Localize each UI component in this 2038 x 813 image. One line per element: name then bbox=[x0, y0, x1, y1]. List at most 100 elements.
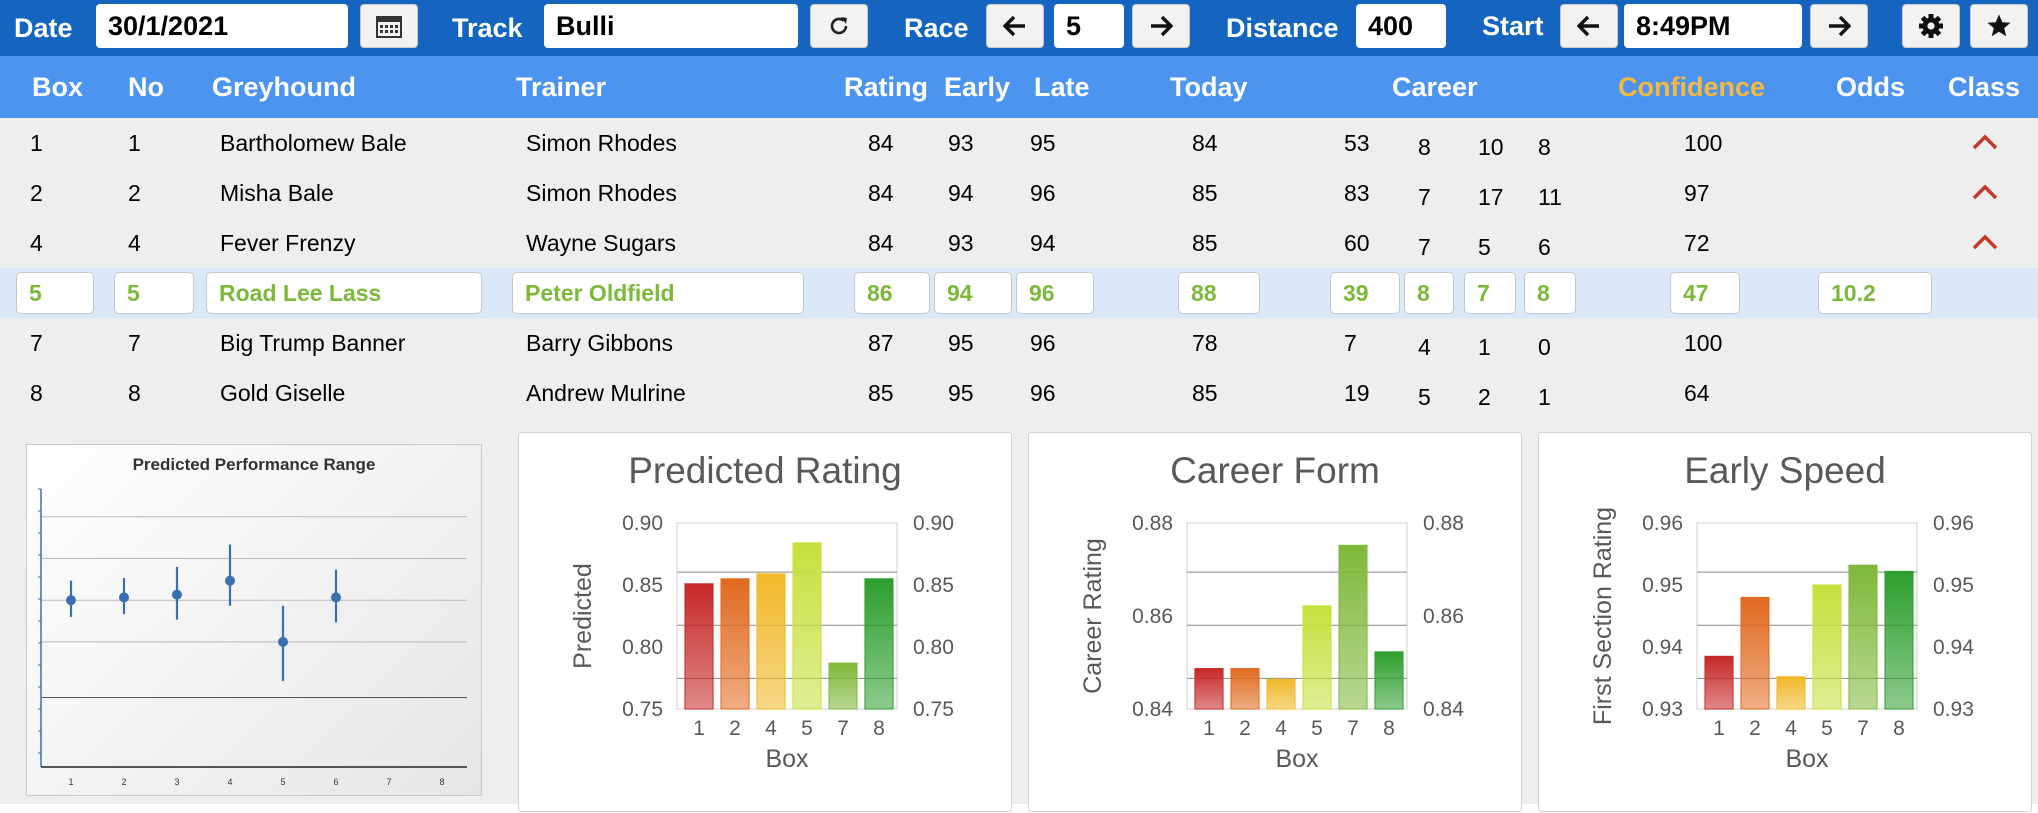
calendar-button[interactable] bbox=[360, 4, 418, 48]
y-axis-label: Career Rating bbox=[1079, 538, 1107, 694]
refresh-button[interactable] bbox=[810, 4, 868, 48]
x-tick-label: 2 bbox=[1749, 717, 1761, 740]
table-row[interactable]: 5 5 Road Lee Lass Peter Oldfield 86 94 96 88 39 8… bbox=[0, 268, 2038, 318]
col-odds[interactable]: Odds bbox=[1836, 72, 1906, 102]
bar bbox=[720, 578, 750, 710]
settings-button[interactable] bbox=[1902, 4, 1960, 48]
cell-early[interactable]: 94 bbox=[934, 272, 1012, 314]
class-up-chevron-icon[interactable] bbox=[1970, 180, 2000, 202]
cell-greyhound[interactable]: Road Lee Lass bbox=[206, 272, 482, 314]
date-field[interactable]: 30/1/2021 bbox=[96, 4, 348, 48]
col-confidence[interactable]: Confidence bbox=[1618, 72, 1766, 102]
cell-career-2: 5 bbox=[1418, 384, 1431, 410]
cell-box: 1 bbox=[30, 130, 43, 156]
start-prev-button[interactable] bbox=[1560, 4, 1618, 48]
cell-career-4: 0 bbox=[1538, 334, 1551, 360]
x-tick-label: 7 bbox=[1347, 717, 1359, 740]
cell-box: 2 bbox=[30, 180, 43, 206]
table-row[interactable]: 4 4 Fever Frenzy Wayne Sugars 84 93 94 85 60 7 5 6 7… bbox=[0, 218, 2038, 268]
col-class[interactable]: Class bbox=[1948, 72, 2021, 102]
cell-late[interactable]: 96 bbox=[1016, 272, 1094, 314]
career-form-panel: Career Form 0.88 0.88 0.86 0.86 0.84 0.84 1 2 4 5… bbox=[1028, 432, 1522, 812]
race-next-button[interactable] bbox=[1132, 4, 1190, 48]
class-up-chevron-icon[interactable] bbox=[1970, 230, 2000, 252]
predicted-rating-panel: Predicted Rating 0.90 0.90 0.85 0.85 0.80 0.8… bbox=[518, 432, 1012, 812]
cell-confidence: 100 bbox=[1684, 130, 1723, 156]
y-tick-label: 0.93 bbox=[1642, 698, 1683, 721]
race-label: Race bbox=[904, 13, 969, 43]
cell-box: 7 bbox=[30, 330, 43, 356]
col-early[interactable]: Early bbox=[944, 72, 1011, 102]
y-tick-label: 0.75 bbox=[622, 698, 663, 721]
distance-field[interactable]: 400 bbox=[1356, 4, 1446, 48]
y-tick-label-right: 0.96 bbox=[1933, 512, 1974, 535]
cell-rating: 84 bbox=[868, 180, 894, 206]
cell-no[interactable]: 5 bbox=[114, 272, 194, 314]
cell-career-4: 6 bbox=[1538, 234, 1551, 260]
bar bbox=[1776, 676, 1806, 710]
col-rating[interactable]: Rating bbox=[844, 72, 928, 102]
table-row[interactable]: 2 2 Misha Bale Simon Rhodes 84 94 96 85 83 7 17 11 9… bbox=[0, 168, 2038, 218]
data-point bbox=[66, 595, 76, 606]
cell-career-4: 8 bbox=[1538, 134, 1551, 160]
top-toolbar: Date 30/1/2021 Track Bulli Race 5 Distan… bbox=[0, 0, 2038, 56]
table-row[interactable]: 7 7 Big Trump Banner Barry Gibbons 87 95 96 78 7… bbox=[0, 318, 2038, 368]
plot-area bbox=[1186, 522, 1408, 710]
charts-area: Predicted Performance Range 1 2 3 4 5 6 7 8 Pre… bbox=[0, 418, 2038, 812]
plot-area bbox=[1696, 522, 1918, 710]
table-row[interactable]: 1 1 Bartholomew Bale Simon Rhodes 84 93 95 84 53… bbox=[0, 118, 2038, 168]
race-field[interactable]: 5 bbox=[1054, 4, 1124, 48]
bar bbox=[1194, 668, 1224, 710]
bar bbox=[684, 583, 714, 710]
cell-career-1[interactable]: 39 bbox=[1330, 272, 1400, 314]
cell-odds[interactable]: 10.2 bbox=[1818, 272, 1932, 314]
track-field[interactable]: Bulli bbox=[544, 4, 798, 48]
col-box[interactable]: Box bbox=[32, 72, 84, 102]
cell-career-4[interactable]: 8 bbox=[1524, 272, 1576, 314]
data-point bbox=[119, 592, 129, 603]
data-point bbox=[331, 592, 341, 603]
y-tick-label-right: 0.80 bbox=[913, 636, 954, 659]
cell-trainer: Simon Rhodes bbox=[526, 180, 677, 206]
cell-trainer: Simon Rhodes bbox=[526, 130, 677, 156]
cell-late: 96 bbox=[1030, 380, 1056, 406]
x-tick-label: 5 bbox=[280, 777, 285, 787]
class-up-chevron-icon[interactable] bbox=[1970, 130, 2000, 152]
cell-career-2[interactable]: 8 bbox=[1404, 272, 1454, 314]
y-tick-label-right: 0.93 bbox=[1933, 698, 1974, 721]
col-trainer[interactable]: Trainer bbox=[516, 72, 607, 102]
race-prev-button[interactable] bbox=[986, 4, 1044, 48]
col-today[interactable]: Today bbox=[1170, 72, 1248, 102]
cell-no: 4 bbox=[128, 230, 141, 256]
gear-icon bbox=[1918, 13, 1944, 39]
table-row[interactable]: 8 8 Gold Giselle Andrew Mulrine 85 95 96 85 19 5 2… bbox=[0, 368, 2038, 418]
x-tick-label: 4 bbox=[227, 777, 232, 787]
cell-box[interactable]: 5 bbox=[16, 272, 94, 314]
start-next-button[interactable] bbox=[1810, 4, 1868, 48]
arrow-left-icon bbox=[1577, 15, 1601, 37]
y-tick-label-right: 0.84 bbox=[1423, 698, 1464, 721]
cell-no: 7 bbox=[128, 330, 141, 356]
x-axis-label: Box bbox=[1785, 745, 1829, 773]
x-axis-label: Box bbox=[765, 745, 809, 773]
cell-career-3[interactable]: 7 bbox=[1464, 272, 1516, 314]
cell-today[interactable]: 88 bbox=[1178, 272, 1260, 314]
cell-career-1: 83 bbox=[1344, 180, 1370, 206]
cell-late: 95 bbox=[1030, 130, 1056, 156]
cell-career-3: 1 bbox=[1478, 334, 1491, 360]
cell-today: 85 bbox=[1192, 180, 1218, 206]
col-late[interactable]: Late bbox=[1034, 72, 1090, 102]
cell-confidence[interactable]: 47 bbox=[1670, 272, 1740, 314]
cell-career-4: 11 bbox=[1538, 184, 1562, 210]
cell-rating[interactable]: 86 bbox=[854, 272, 930, 314]
cell-early: 95 bbox=[948, 330, 974, 356]
col-greyhound[interactable]: Greyhound bbox=[212, 72, 357, 102]
start-time-field[interactable]: 8:49PM bbox=[1624, 4, 1802, 48]
favorite-button[interactable] bbox=[1970, 4, 2028, 48]
cell-no: 2 bbox=[128, 180, 141, 206]
cell-trainer[interactable]: Peter Oldfield bbox=[512, 272, 804, 314]
col-career[interactable]: Career bbox=[1392, 72, 1478, 102]
x-tick-label: 2 bbox=[1239, 717, 1251, 740]
cell-early: 93 bbox=[948, 230, 974, 256]
col-no[interactable]: No bbox=[128, 72, 164, 102]
